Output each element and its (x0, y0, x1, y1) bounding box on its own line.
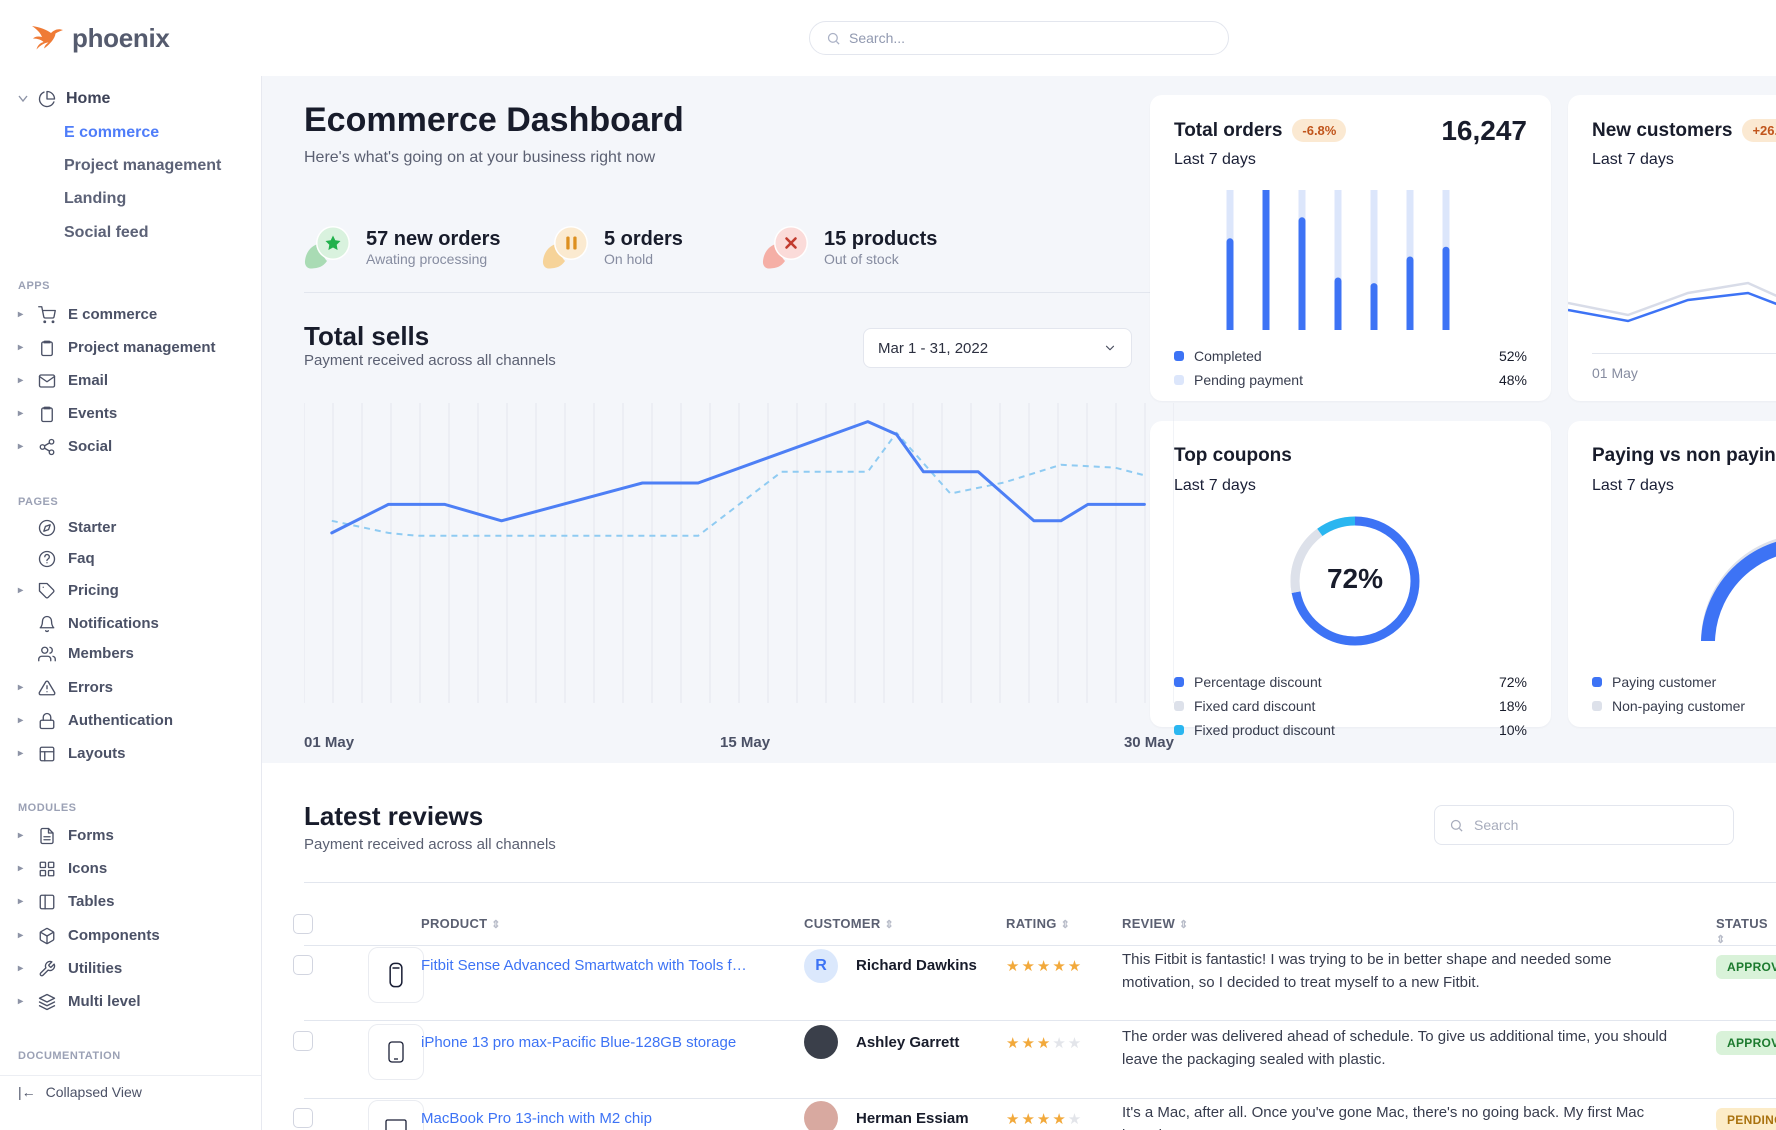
svg-text:72%: 72% (1327, 563, 1383, 594)
